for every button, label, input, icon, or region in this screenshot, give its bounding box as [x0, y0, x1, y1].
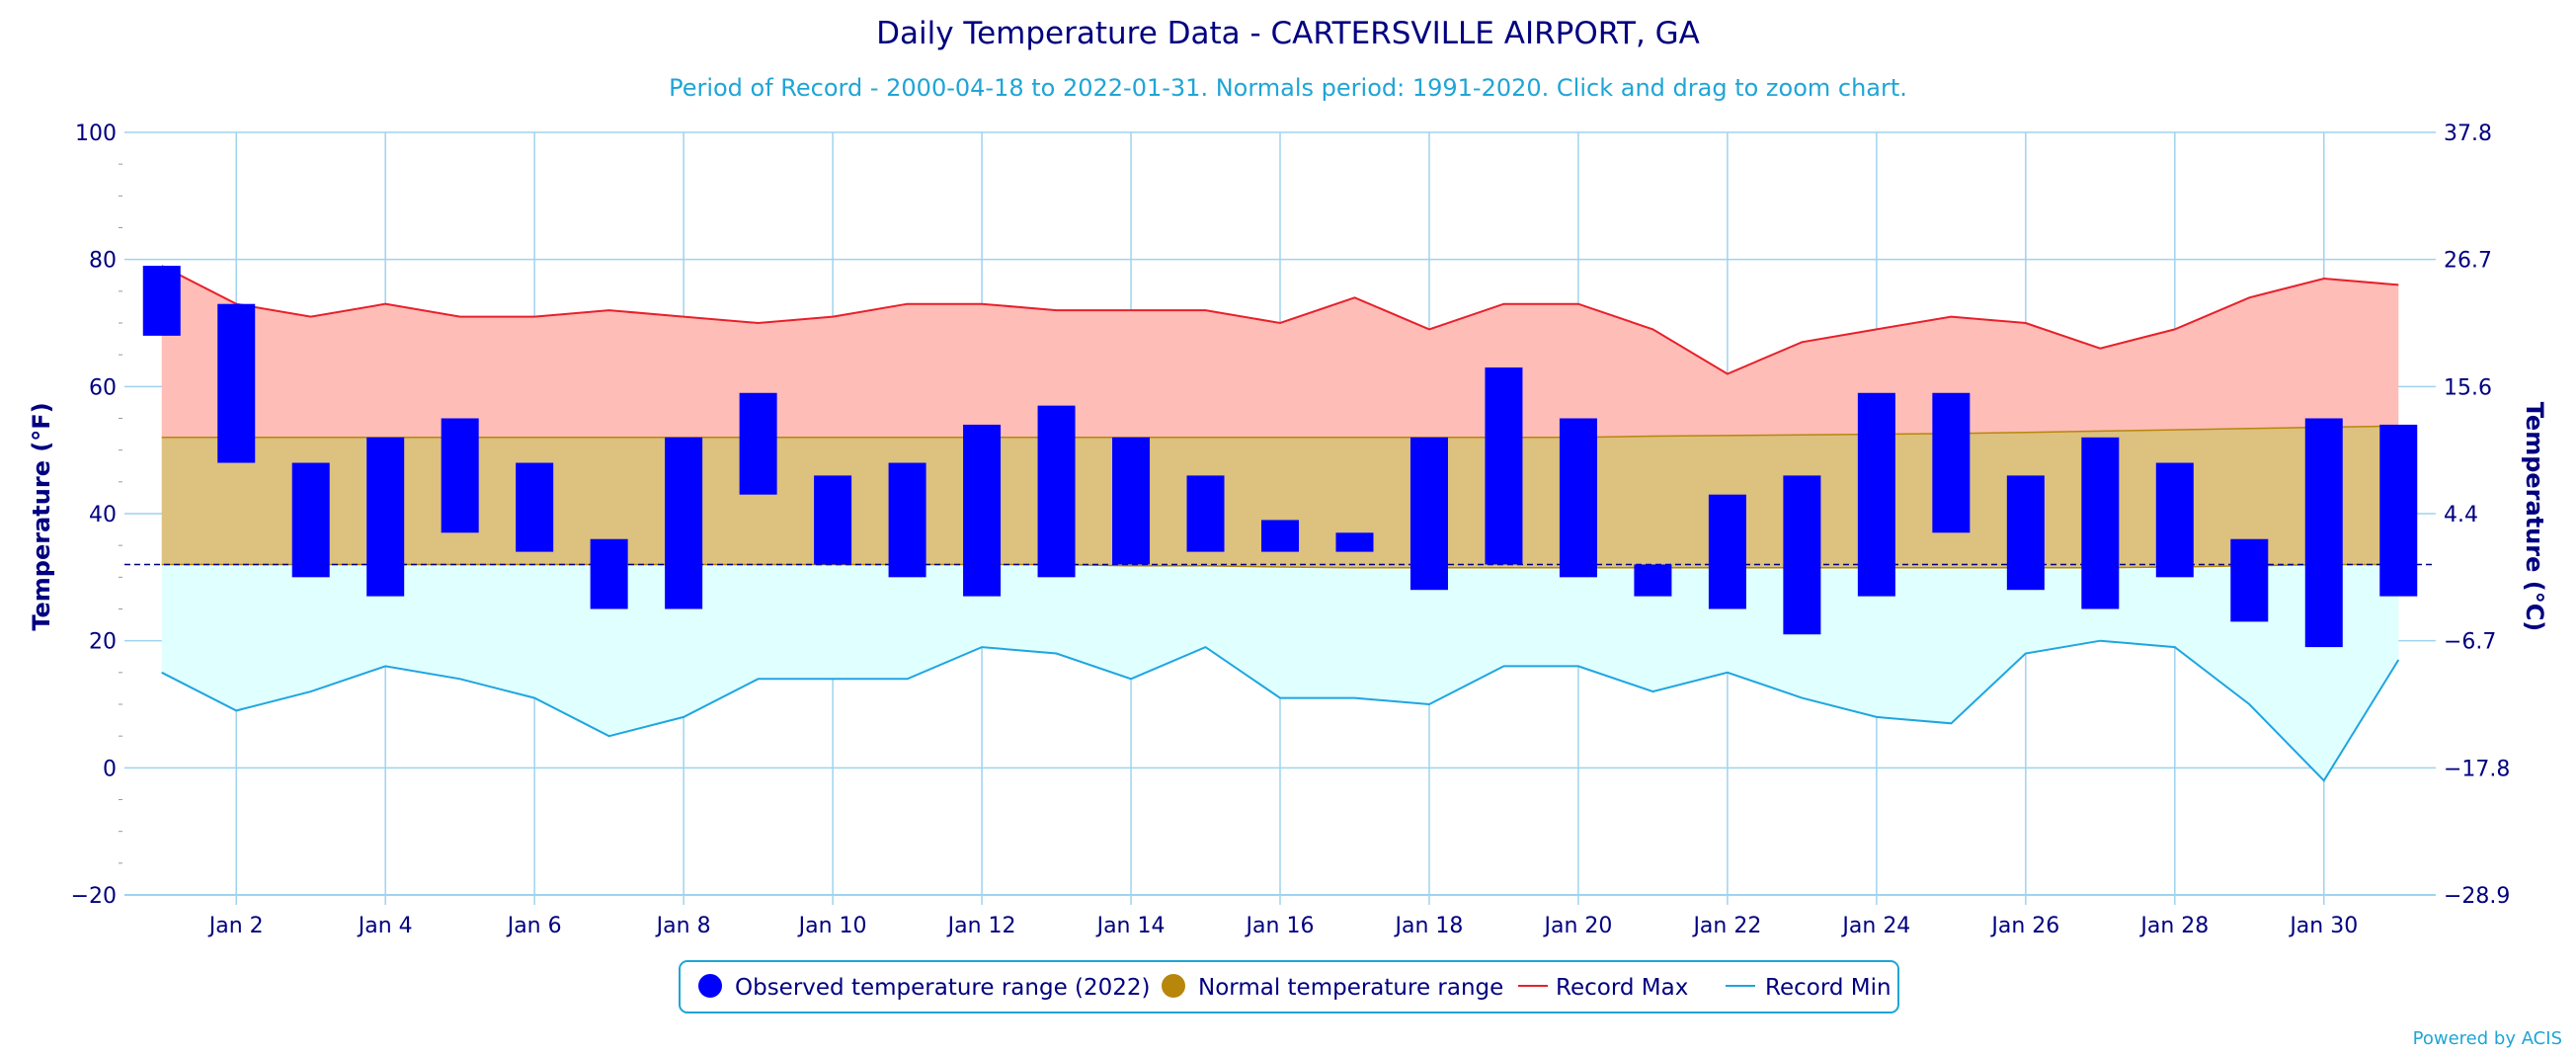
- legend-swatch-normal: [1162, 974, 1185, 998]
- y-axis-title-right: Temperature (°C): [2521, 402, 2548, 632]
- observed-bar[interactable]: [814, 475, 852, 565]
- x-tick-label: Jan 22: [1691, 914, 1761, 938]
- observed-bar[interactable]: [1708, 494, 1746, 609]
- observed-bar[interactable]: [2081, 437, 2120, 609]
- observed-bar[interactable]: [217, 303, 256, 463]
- observed-bar[interactable]: [1186, 475, 1225, 552]
- y-axis-ticks: −20 −28.9 0 −17.8 20 −6.7 40 4.4 60 15.6 80 26.7 100…: [71, 122, 2511, 909]
- x-tick-label: Jan 30: [2288, 914, 2358, 938]
- observed-bar[interactable]: [1857, 392, 1895, 597]
- record-min-area: [161, 564, 2399, 781]
- x-tick-label: Jan 6: [506, 914, 562, 938]
- legend-label-record-min[interactable]: Record Min: [1765, 975, 1892, 1001]
- y-tick-label-right: −6.7: [2444, 630, 2496, 655]
- observed-bar[interactable]: [963, 424, 1002, 597]
- legend-box: [679, 960, 1899, 1013]
- observed-bar[interactable]: [1783, 475, 1821, 635]
- chart-title: Daily Temperature Data - CARTERSVILLE AI…: [876, 16, 1700, 51]
- observed-bar[interactable]: [366, 437, 405, 597]
- legend: Observed temperature range (2022) Normal…: [679, 960, 1899, 1013]
- record-max-line[interactable]: [161, 265, 2399, 375]
- y-tick-label-right: −28.9: [2444, 884, 2510, 909]
- observed-bar[interactable]: [1112, 437, 1151, 565]
- observed-bar[interactable]: [1261, 520, 1299, 552]
- record-max-area: [161, 266, 2399, 438]
- y-tick-label-left: 60: [89, 375, 117, 400]
- y-tick-label-left: −20: [71, 884, 117, 909]
- credit-link[interactable]: Powered by ACIS: [2413, 1028, 2562, 1049]
- observed-bar[interactable]: [739, 392, 777, 495]
- legend-label-record-max[interactable]: Record Max: [1556, 975, 1688, 1001]
- legend-swatch-observed: [698, 974, 722, 998]
- x-tick-label: Jan 28: [2138, 914, 2209, 938]
- observed-bar[interactable]: [2230, 538, 2269, 622]
- observed-bar[interactable]: [441, 418, 479, 533]
- observed-bar[interactable]: [1559, 418, 1597, 578]
- y-tick-label-left: 40: [89, 503, 117, 527]
- observed-bar[interactable]: [2379, 424, 2418, 597]
- x-tick-label: Jan 4: [357, 914, 413, 938]
- observed-bars: [142, 266, 2418, 648]
- observed-bar[interactable]: [1485, 367, 1523, 565]
- plot-lines: [124, 265, 2436, 782]
- y-tick-label-left: 0: [103, 757, 117, 781]
- observed-bar[interactable]: [1037, 405, 1076, 578]
- observed-bar[interactable]: [1932, 392, 1971, 533]
- x-tick-label: Jan 10: [797, 914, 867, 938]
- x-tick-label: Jan 26: [1989, 914, 2059, 938]
- x-tick-label: Jan 12: [946, 914, 1016, 938]
- y-tick-label-right: 4.4: [2444, 503, 2478, 527]
- legend-label-normal[interactable]: Normal temperature range: [1198, 975, 1503, 1001]
- x-tick-label: Jan 16: [1245, 914, 1315, 938]
- observed-bar[interactable]: [2006, 475, 2045, 591]
- normal-range-area: [161, 426, 2399, 568]
- observed-bar[interactable]: [590, 538, 628, 609]
- x-tick-label: Jan 24: [1840, 914, 1910, 938]
- y-tick-label-left: 80: [89, 249, 117, 274]
- observed-bar[interactable]: [516, 462, 554, 552]
- y-tick-label-left: 100: [75, 122, 117, 146]
- y-tick-label-right: 37.8: [2444, 122, 2492, 146]
- x-tick-label: Jan 18: [1394, 914, 1464, 938]
- y-axis-title-left: Temperature (°F): [28, 402, 55, 630]
- x-axis-ticks: Jan 2 Jan 4 Jan 6 Jan 8 Jan 10 Jan 12 Jan 14 Ja…: [207, 914, 2358, 938]
- observed-bar[interactable]: [665, 437, 703, 609]
- y-tick-label-left: 20: [89, 630, 117, 655]
- y-tick-label-right: 26.7: [2444, 249, 2492, 274]
- x-tick-label: Jan 2: [207, 914, 264, 938]
- chart-subtitle: Period of Record - 2000-04-18 to 2022-01…: [669, 74, 1907, 102]
- observed-bar[interactable]: [1634, 564, 1672, 597]
- observed-bar[interactable]: [888, 462, 926, 578]
- observed-bar[interactable]: [1409, 437, 1448, 591]
- observed-bar[interactable]: [1335, 532, 1374, 552]
- observed-bar[interactable]: [2155, 462, 2194, 578]
- x-tick-label: Jan 20: [1542, 914, 1612, 938]
- observed-bar[interactable]: [142, 266, 181, 336]
- x-tick-label: Jan 8: [655, 914, 711, 938]
- y-tick-label-right: −17.8: [2444, 757, 2510, 781]
- record-min-line[interactable]: [161, 639, 2400, 782]
- observed-bar[interactable]: [2304, 418, 2343, 648]
- y-tick-label-right: 15.6: [2444, 375, 2492, 400]
- normal-max-line: [161, 425, 2399, 439]
- x-tick-label: Jan 14: [1095, 914, 1166, 938]
- plot-areas: [161, 266, 2399, 781]
- legend-label-observed[interactable]: Observed temperature range (2022): [735, 975, 1151, 1001]
- observed-bar[interactable]: [291, 462, 330, 578]
